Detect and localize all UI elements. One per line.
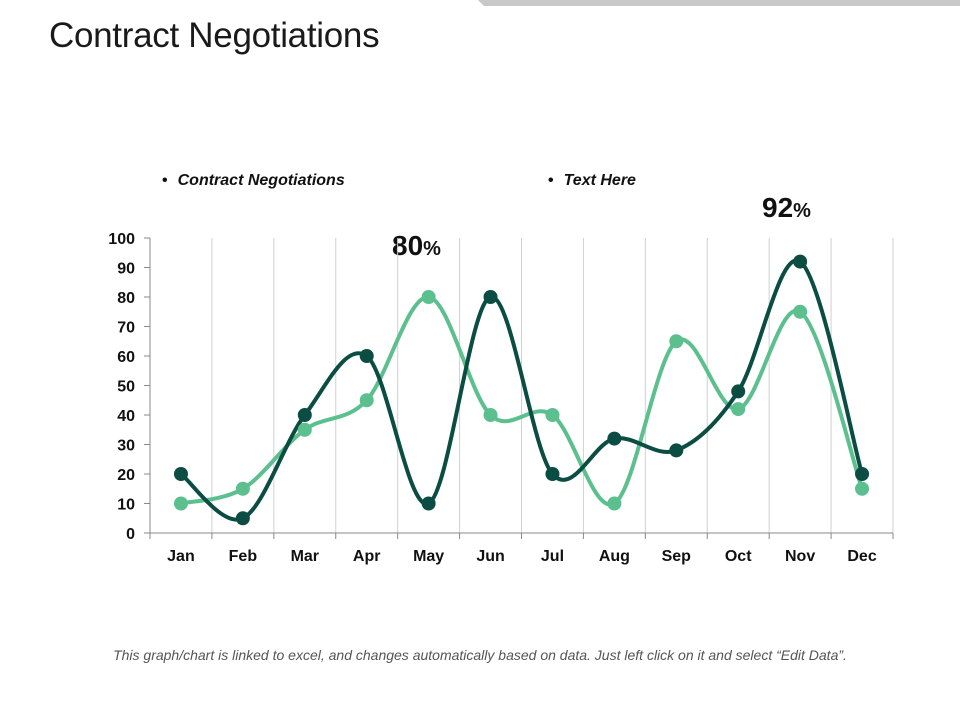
x-tick-label: Aug	[599, 548, 630, 565]
series-1-point	[855, 481, 870, 496]
x-tick-label: Jan	[167, 548, 195, 565]
y-tick-label: 70	[117, 320, 135, 337]
series-1-point	[421, 290, 436, 304]
legend-label: Contract Negotiations	[177, 172, 345, 189]
y-tick-label: 0	[126, 526, 135, 543]
x-tick-label: Jun	[476, 548, 504, 565]
series-2-point	[483, 290, 498, 304]
y-tick-label: 20	[117, 467, 135, 484]
page-title: Contract Negotiations	[49, 16, 380, 55]
series-2-point	[173, 467, 188, 481]
series-2-point	[607, 431, 622, 446]
series-1-point	[483, 408, 498, 422]
x-tick-label: Mar	[291, 548, 319, 565]
y-tick-label: 90	[117, 261, 135, 278]
series-2-point	[669, 443, 684, 458]
legend-item-text-here: • Text Here	[548, 172, 636, 190]
legend-label: Text Here	[563, 172, 636, 189]
series-2-point	[297, 408, 312, 422]
x-tick-label: May	[413, 548, 444, 565]
series-2-point	[731, 384, 746, 399]
callout-unit: %	[423, 238, 441, 260]
callout-value: 92	[762, 192, 794, 223]
series-2-point	[545, 467, 560, 481]
series-1-point	[607, 496, 622, 511]
series-2-point	[235, 511, 250, 526]
series-2-point	[855, 467, 870, 481]
series-1-point	[731, 402, 746, 417]
footnote: This graph/chart is linked to excel, and…	[113, 647, 847, 663]
y-tick-label: 60	[117, 349, 135, 366]
series-2-point	[421, 496, 436, 511]
top-accent-bar	[478, 0, 960, 6]
x-tick-label: Jul	[541, 548, 564, 565]
x-tick-label: Nov	[785, 548, 815, 565]
x-tick-label: Sep	[662, 548, 692, 565]
series-1-point	[545, 408, 560, 422]
callout-nov: 92%	[762, 192, 811, 224]
y-tick-label: 40	[117, 408, 135, 425]
y-tick-label: 50	[117, 379, 135, 396]
callout-unit: %	[793, 200, 811, 222]
series-1-point	[359, 393, 374, 408]
y-tick-label: 100	[108, 231, 135, 248]
y-tick-label: 10	[117, 497, 135, 514]
series-2-point	[793, 254, 808, 269]
series-1-point	[235, 481, 250, 496]
legend-bullet: •	[548, 172, 554, 189]
series-2-point	[359, 349, 374, 363]
y-tick-label: 30	[117, 438, 135, 455]
legend-item-contract-negotiations: • Contract Negotiations	[162, 172, 345, 190]
legend-bullet: •	[162, 172, 168, 189]
series-1-point	[669, 334, 684, 349]
x-tick-label: Dec	[847, 548, 876, 565]
x-tick-label: Apr	[353, 548, 381, 565]
series-1-point	[793, 304, 808, 319]
y-tick-label: 80	[117, 290, 135, 307]
x-tick-label: Oct	[725, 548, 752, 565]
x-tick-label: Feb	[229, 548, 258, 565]
series-1-point	[173, 496, 188, 511]
series-1-point	[297, 422, 312, 437]
